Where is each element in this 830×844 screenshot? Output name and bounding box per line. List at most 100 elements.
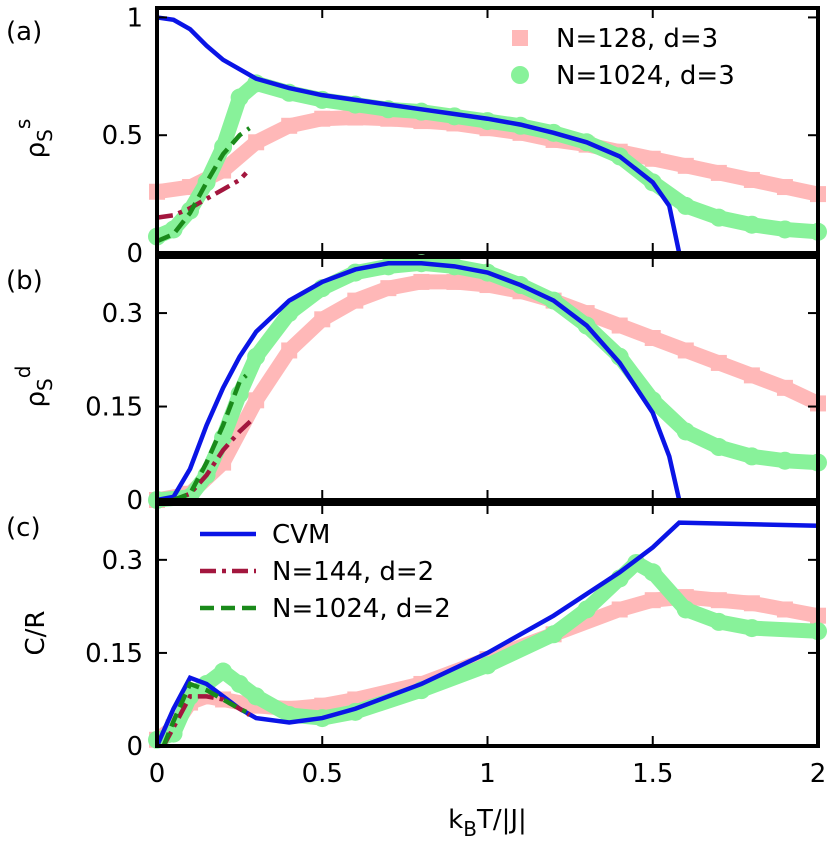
- legend-label: N=128, d=3: [556, 24, 718, 54]
- marker: [577, 600, 596, 619]
- marker: [347, 292, 364, 309]
- marker: [742, 215, 761, 234]
- marker: [776, 601, 793, 618]
- marker: [544, 625, 563, 644]
- marker: [413, 273, 430, 290]
- line: [156, 126, 251, 244]
- x-tick-label: 0.5: [302, 759, 343, 789]
- x-label-part: k: [448, 805, 463, 835]
- marker: [314, 110, 331, 127]
- marker: [478, 656, 497, 675]
- y-label-sup: s: [11, 119, 35, 129]
- marker: [644, 330, 661, 346]
- marker: [281, 117, 298, 134]
- y-label-sub: S: [33, 129, 57, 142]
- marker: [710, 164, 727, 181]
- marker: [776, 179, 793, 196]
- band: [156, 255, 819, 508]
- marker: [743, 367, 760, 384]
- marker: [743, 171, 760, 188]
- marker: [347, 109, 364, 126]
- marker: [709, 612, 728, 631]
- marker: [214, 662, 233, 681]
- marker: [247, 347, 266, 366]
- marker: [677, 342, 694, 359]
- marker: [197, 173, 216, 192]
- marker: [676, 422, 695, 441]
- legend-label: CVM: [272, 520, 330, 550]
- marker: [446, 273, 463, 290]
- x-axis-label: kBT/|J|: [448, 805, 527, 841]
- x-tick-label: 0: [149, 759, 166, 789]
- legend-label: N=1024, d=2: [272, 594, 451, 624]
- panel-label: (b): [6, 266, 43, 296]
- marker: [230, 674, 249, 693]
- x-label-sub: B: [463, 817, 477, 841]
- marker: [611, 601, 628, 618]
- marker: [743, 595, 760, 612]
- marker: [230, 88, 249, 107]
- line: [156, 15, 682, 254]
- y-label-main: ρ: [21, 142, 51, 159]
- marker: [611, 317, 628, 334]
- marker: [775, 220, 794, 239]
- y-label-sup: d: [11, 366, 35, 379]
- marker: [248, 134, 265, 151]
- marker: [676, 196, 695, 215]
- y-tick-label: 0.15: [85, 393, 143, 423]
- marker: [643, 563, 662, 582]
- y-label-sub: S: [33, 378, 57, 391]
- y-tick-label: 0: [126, 732, 143, 762]
- line: [161, 694, 251, 748]
- marker: [677, 157, 694, 174]
- frame: [155, 255, 820, 502]
- marker: [281, 342, 298, 359]
- marker: [776, 379, 793, 396]
- y-tick-label: 0.15: [85, 639, 143, 669]
- x-tick-label: 2: [810, 759, 827, 789]
- line: [154, 520, 819, 747]
- line: [172, 373, 248, 503]
- marker: [247, 687, 266, 706]
- marker: [709, 438, 728, 457]
- marker: [710, 592, 727, 609]
- marker: [742, 619, 761, 638]
- y-label-main: ρ: [21, 391, 51, 408]
- marker: [709, 208, 728, 227]
- y-tick-label: 0.5: [102, 121, 143, 151]
- y-tick-label: 0.3: [102, 299, 143, 329]
- legend-label: N=144, d=2: [272, 557, 434, 587]
- y-tick-label: 0: [126, 486, 143, 516]
- marker: [280, 705, 299, 724]
- marker: [314, 697, 331, 714]
- band: [155, 274, 822, 508]
- marker: [676, 600, 695, 619]
- marker: [248, 392, 265, 409]
- x-tick-label: 1.5: [632, 759, 673, 789]
- marker: [280, 304, 299, 323]
- marker: [644, 592, 661, 609]
- marker: [710, 354, 727, 371]
- line: [156, 260, 682, 503]
- y-tick-label: 0.3: [102, 546, 143, 576]
- panel-label: (c): [6, 513, 41, 543]
- marker: [314, 311, 331, 328]
- x-tick-label: 1: [479, 759, 496, 789]
- marker: [380, 280, 397, 297]
- y-label-main: C/R: [21, 611, 51, 656]
- x-label-part: T/|J|: [476, 805, 527, 835]
- legend-label: N=1024, d=3: [556, 61, 735, 91]
- legend-marker: [511, 66, 529, 84]
- y-tick-label: 1: [126, 3, 143, 33]
- y-axis-label: ρSs: [11, 119, 57, 159]
- legend-marker: [512, 30, 528, 46]
- marker: [742, 447, 761, 466]
- marker: [775, 451, 794, 470]
- line: [161, 681, 248, 747]
- y-axis-label: ρSd: [11, 366, 57, 408]
- line: [172, 417, 255, 503]
- y-tick-label: 0: [126, 239, 143, 269]
- y-axis-label: C/R: [21, 611, 51, 656]
- marker: [644, 150, 661, 167]
